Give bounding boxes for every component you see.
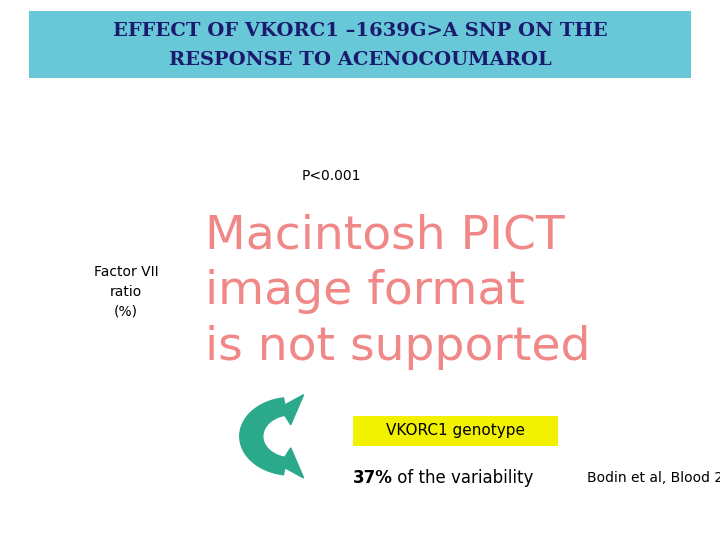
Text: VKORC1 genotype: VKORC1 genotype — [386, 423, 526, 438]
Text: Macintosh PICT
image format
is not supported: Macintosh PICT image format is not suppo… — [205, 214, 590, 369]
Text: 37%: 37% — [353, 469, 392, 487]
Text: Bodin et al, Blood 2005: Bodin et al, Blood 2005 — [587, 471, 720, 485]
Text: of the variability: of the variability — [392, 469, 534, 487]
Polygon shape — [280, 448, 304, 478]
FancyBboxPatch shape — [353, 416, 558, 446]
Text: RESPONSE TO ACENOCOUMAROL: RESPONSE TO ACENOCOUMAROL — [168, 51, 552, 70]
Polygon shape — [240, 398, 287, 475]
FancyBboxPatch shape — [29, 11, 691, 78]
Text: P<0.001: P<0.001 — [302, 168, 361, 183]
Text: Factor VII
ratio
(%): Factor VII ratio (%) — [94, 265, 158, 318]
Polygon shape — [280, 395, 304, 424]
Text: EFFECT OF VKORC1 –1639G>A SNP ON THE: EFFECT OF VKORC1 –1639G>A SNP ON THE — [113, 22, 607, 40]
